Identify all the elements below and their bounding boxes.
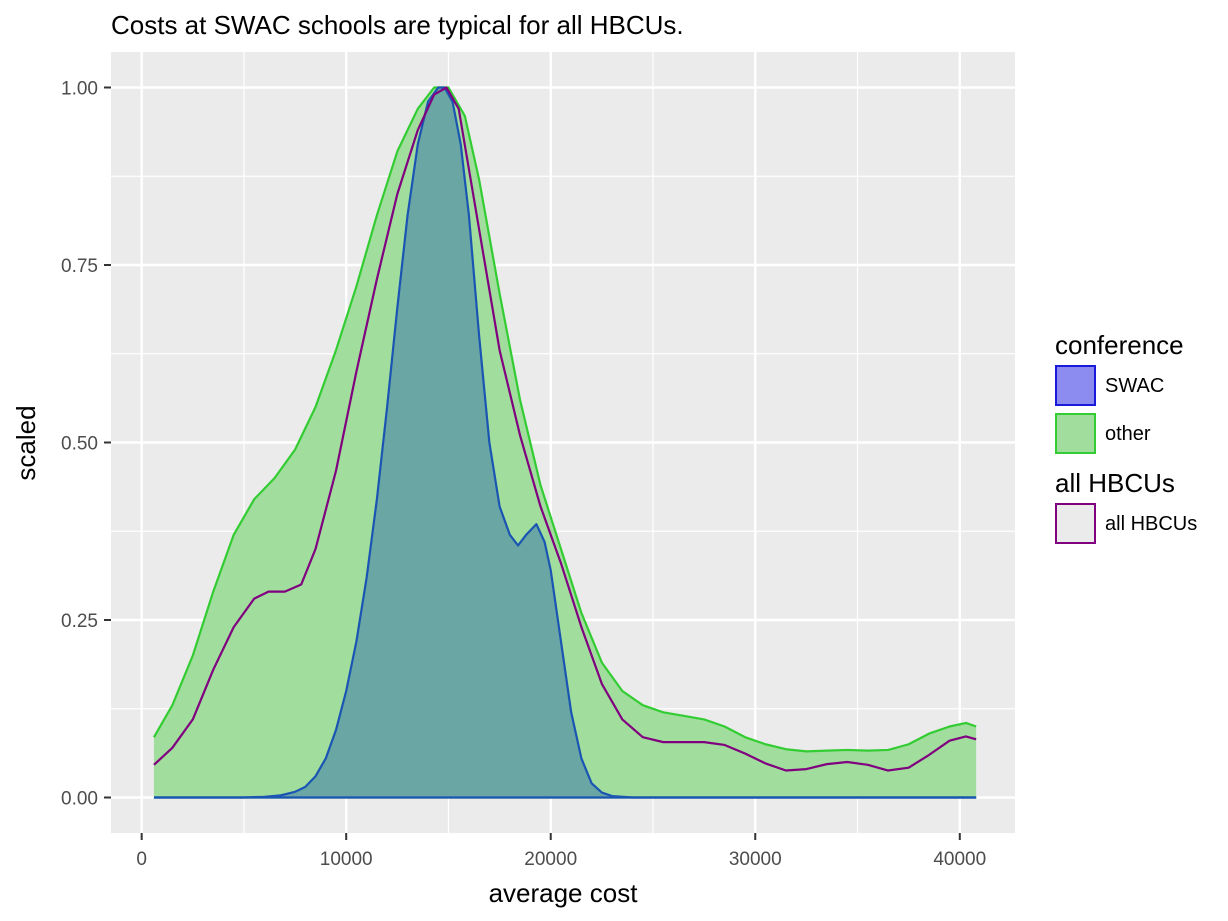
series-swac-line (153, 86, 977, 799)
axis-ticks (104, 86, 961, 840)
series-all-hbcus-line (153, 86, 977, 772)
series-other-line (152, 86, 977, 753)
legend-key-other (1055, 413, 1096, 454)
y-tick-label: 0.75 (61, 256, 98, 277)
chart-title: Costs at SWAC schools are typical for al… (111, 10, 684, 40)
y-tick-label: 0.25 (61, 611, 98, 632)
x-tick-label: 30000 (729, 849, 782, 870)
x-tick-label: 40000 (933, 849, 986, 870)
y-tick-label: 0.00 (61, 789, 98, 810)
legend: conference SWAC other all HBCUs all HBCUs (1055, 330, 1197, 544)
legend-label-swac: SWAC (1105, 375, 1164, 397)
x-tick-label: 10000 (320, 849, 373, 870)
x-tick-label: 0 (136, 849, 147, 870)
legend-label-other: other (1105, 423, 1151, 445)
legend-key-all-hbcus (1055, 503, 1096, 544)
y-tick-label: 1.00 (61, 79, 98, 100)
legend-label-all-hbcus: all HBCUs (1105, 513, 1197, 535)
legend-title: all HBCUs (1055, 468, 1175, 498)
x-tick-labels: 0 10000 20000 30000 40000 (136, 849, 986, 870)
y-tick-labels: 0.00 0.25 0.50 0.75 1.00 (61, 79, 98, 810)
x-axis-title: average cost (489, 878, 639, 908)
y-tick-label: 0.50 (61, 434, 98, 455)
x-tick-label: 20000 (524, 849, 577, 870)
y-axis-title: scaled (11, 405, 41, 480)
legend-title: conference (1055, 330, 1184, 360)
legend-key-swac (1055, 365, 1096, 406)
series-layer (152, 86, 977, 799)
